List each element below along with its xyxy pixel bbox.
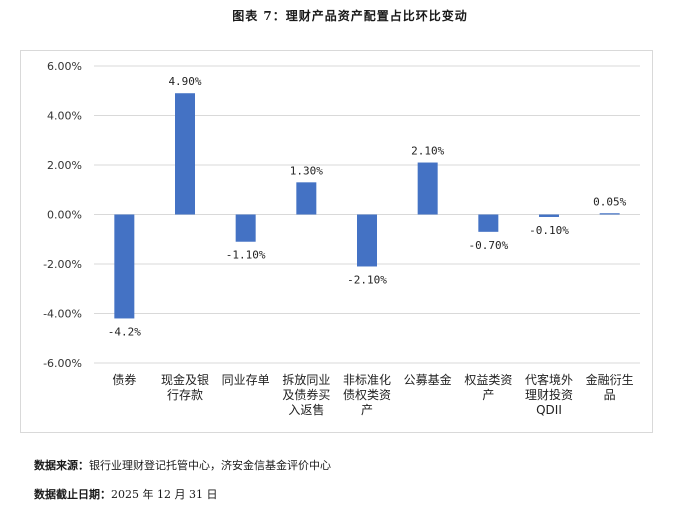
chart-title: 图表 7：理财产品资产配置占比环比变动 <box>232 9 468 23</box>
bar <box>539 214 559 217</box>
data-label: 2.10% <box>411 145 444 158</box>
data-label: 4.90% <box>168 75 201 88</box>
data-date-text: 2025 年 12 月 31 日 <box>111 488 218 501</box>
data-label: -4.2% <box>108 325 141 338</box>
data-date-line: 数据截止日期：2025 年 12 月 31 日 <box>34 486 217 502</box>
y-tick-label: -6.00% <box>43 357 82 370</box>
data-label: 0.05% <box>593 195 626 208</box>
category-label: 债权类资 <box>343 388 391 402</box>
data-label: 1.30% <box>290 164 323 177</box>
category-label: 金融衍生 <box>586 372 634 387</box>
y-tick-label: 2.00% <box>47 159 82 172</box>
data-source-label: 数据来源： <box>34 459 89 472</box>
y-tick-label: 0.00% <box>47 209 82 222</box>
bar <box>175 93 195 215</box>
category-label: 债券 <box>112 372 136 387</box>
data-date-label: 数据截止日期： <box>34 488 111 501</box>
category-label: 及债券买 <box>282 387 330 402</box>
category-label: 代客境外 <box>525 372 573 387</box>
bar <box>114 214 135 319</box>
category-label: 入返售 <box>288 402 324 417</box>
bar <box>478 214 499 232</box>
data-source-text: 银行业理财登记托管中心，济安金信基金评价中心 <box>89 459 331 472</box>
category-label: QDII <box>536 403 562 417</box>
bar <box>296 182 317 215</box>
y-tick-label: -2.00% <box>43 258 82 271</box>
category-label: 现金及银 <box>161 372 209 387</box>
category-label: 公募基金 <box>404 372 452 387</box>
y-tick-label: 6.00% <box>47 60 82 73</box>
category-label: 理财投资 <box>525 387 573 402</box>
category-label: 行存款 <box>167 388 203 402</box>
bar <box>417 162 438 215</box>
category-label: 权益类资 <box>464 373 512 387</box>
category-label: 同业存单 <box>222 373 270 387</box>
bar <box>599 213 620 215</box>
chart-frame <box>20 50 653 433</box>
category-label: 非标准化 <box>343 373 391 387</box>
data-label: -2.10% <box>347 273 387 286</box>
bar <box>357 214 377 267</box>
category-label: 产 <box>361 403 373 417</box>
category-label: 品 <box>604 388 616 402</box>
y-tick-label: 4.00% <box>47 110 82 123</box>
data-label: -1.10% <box>226 249 266 262</box>
data-label: -0.70% <box>468 239 508 252</box>
bar <box>235 214 256 242</box>
y-tick-label: -4.00% <box>43 308 82 321</box>
category-label: 拆放同业 <box>282 372 330 387</box>
category-label: 产 <box>482 388 494 402</box>
data-label: -0.10% <box>529 224 569 237</box>
data-source-line: 数据来源：银行业理财登记托管中心，济安金信基金评价中心 <box>34 457 331 473</box>
